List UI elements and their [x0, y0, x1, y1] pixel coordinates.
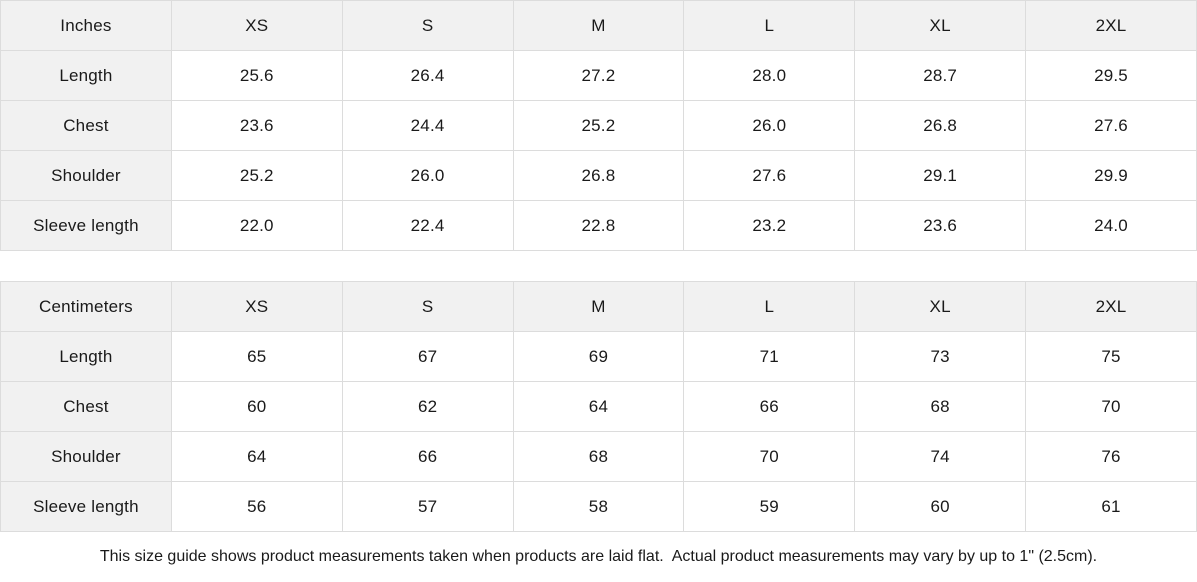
size-header-row: Centimeters XS S M L XL 2XL	[0, 281, 1197, 332]
value-cell: 23.6	[854, 200, 1027, 251]
value-cell: 23.6	[170, 100, 343, 151]
inches-table-header: Inches XS S M L XL 2XL	[0, 0, 1197, 51]
value-cell: 22.4	[341, 200, 514, 251]
value-cell: 23.2	[683, 200, 856, 251]
centimeters-table-header: Centimeters XS S M L XL 2XL	[0, 281, 1197, 332]
value-cell: 58	[512, 481, 685, 532]
value-cell: 66	[683, 381, 856, 432]
row-label-cell: Shoulder	[0, 150, 172, 201]
row-label-cell: Length	[0, 50, 172, 101]
value-cell: 24.0	[1025, 200, 1197, 251]
value-cell: 60	[170, 381, 343, 432]
size-header-cell: M	[512, 0, 685, 51]
value-cell: 28.7	[854, 50, 1027, 101]
table-gap-divider	[0, 251, 1197, 281]
value-cell: 71	[683, 331, 856, 382]
table-row: Chest 60 62 64 66 68 70	[0, 381, 1197, 432]
size-header-cell: XS	[170, 0, 343, 51]
value-cell: 26.8	[854, 100, 1027, 151]
value-cell: 70	[683, 431, 856, 482]
value-cell: 26.4	[341, 50, 514, 101]
row-label-cell: Sleeve length	[0, 200, 172, 251]
size-header-cell: L	[683, 0, 856, 51]
value-cell: 73	[854, 331, 1027, 382]
value-cell: 26.0	[683, 100, 856, 151]
size-header-cell: M	[512, 281, 685, 332]
table-row: Length 65 67 69 71 73 75	[0, 331, 1197, 382]
size-header-cell: 2XL	[1025, 281, 1197, 332]
value-cell: 60	[854, 481, 1027, 532]
size-header-cell: XL	[854, 0, 1027, 51]
value-cell: 27.6	[1025, 100, 1197, 151]
value-cell: 66	[341, 431, 514, 482]
value-cell: 22.8	[512, 200, 685, 251]
centimeters-table: Centimeters XS S M L XL 2XL Length 65 67 69 71 73 75…	[0, 281, 1197, 532]
size-header-cell: 2XL	[1025, 0, 1197, 51]
value-cell: 70	[1025, 381, 1197, 432]
table-row: Length 25.6 26.4 27.2 28.0 28.7 29.5	[0, 50, 1197, 101]
size-header-cell: L	[683, 281, 856, 332]
value-cell: 27.2	[512, 50, 685, 101]
value-cell: 61	[1025, 481, 1197, 532]
value-cell: 62	[341, 381, 514, 432]
value-cell: 65	[170, 331, 343, 382]
centimeters-table-body: Length 65 67 69 71 73 75 Chest 60 62 64 66 68 70 Shoul…	[0, 331, 1197, 532]
unit-header-cell: Inches	[0, 0, 172, 51]
value-cell: 25.2	[170, 150, 343, 201]
value-cell: 29.1	[854, 150, 1027, 201]
value-cell: 26.0	[341, 150, 514, 201]
value-cell: 24.4	[341, 100, 514, 151]
value-cell: 25.2	[512, 100, 685, 151]
value-cell: 67	[341, 331, 514, 382]
table-row: Shoulder 25.2 26.0 26.8 27.6 29.1 29.9	[0, 150, 1197, 201]
value-cell: 27.6	[683, 150, 856, 201]
unit-header-cell: Centimeters	[0, 281, 172, 332]
value-cell: 56	[170, 481, 343, 532]
value-cell: 59	[683, 481, 856, 532]
size-header-cell: S	[341, 0, 514, 51]
row-label-cell: Shoulder	[0, 431, 172, 482]
row-label-cell: Sleeve length	[0, 481, 172, 532]
size-header-cell: XL	[854, 281, 1027, 332]
inches-table: Inches XS S M L XL 2XL Length 25.6 26.4 27.2 28.0 2…	[0, 0, 1197, 251]
value-cell: 75	[1025, 331, 1197, 382]
value-cell: 74	[854, 431, 1027, 482]
row-label-cell: Chest	[0, 100, 172, 151]
value-cell: 68	[512, 431, 685, 482]
value-cell: 64	[170, 431, 343, 482]
value-cell: 25.6	[170, 50, 343, 101]
value-cell: 68	[854, 381, 1027, 432]
value-cell: 28.0	[683, 50, 856, 101]
table-row: Shoulder 64 66 68 70 74 76	[0, 431, 1197, 482]
size-header-row: Inches XS S M L XL 2XL	[0, 0, 1197, 51]
footer-note: This size guide shows product measuremen…	[0, 532, 1197, 582]
value-cell: 64	[512, 381, 685, 432]
value-cell: 26.8	[512, 150, 685, 201]
size-header-cell: S	[341, 281, 514, 332]
table-row: Chest 23.6 24.4 25.2 26.0 26.8 27.6	[0, 100, 1197, 151]
value-cell: 29.5	[1025, 50, 1197, 101]
table-row: Sleeve length 56 57 58 59 60 61	[0, 481, 1197, 532]
row-label-cell: Length	[0, 331, 172, 382]
table-row: Sleeve length 22.0 22.4 22.8 23.2 23.6 24.0	[0, 200, 1197, 251]
row-label-cell: Chest	[0, 381, 172, 432]
inches-table-body: Length 25.6 26.4 27.2 28.0 28.7 29.5 Chest 23.6 2…	[0, 50, 1197, 251]
size-header-cell: XS	[170, 281, 343, 332]
value-cell: 57	[341, 481, 514, 532]
value-cell: 76	[1025, 431, 1197, 482]
value-cell: 69	[512, 331, 685, 382]
value-cell: 29.9	[1025, 150, 1197, 201]
value-cell: 22.0	[170, 200, 343, 251]
